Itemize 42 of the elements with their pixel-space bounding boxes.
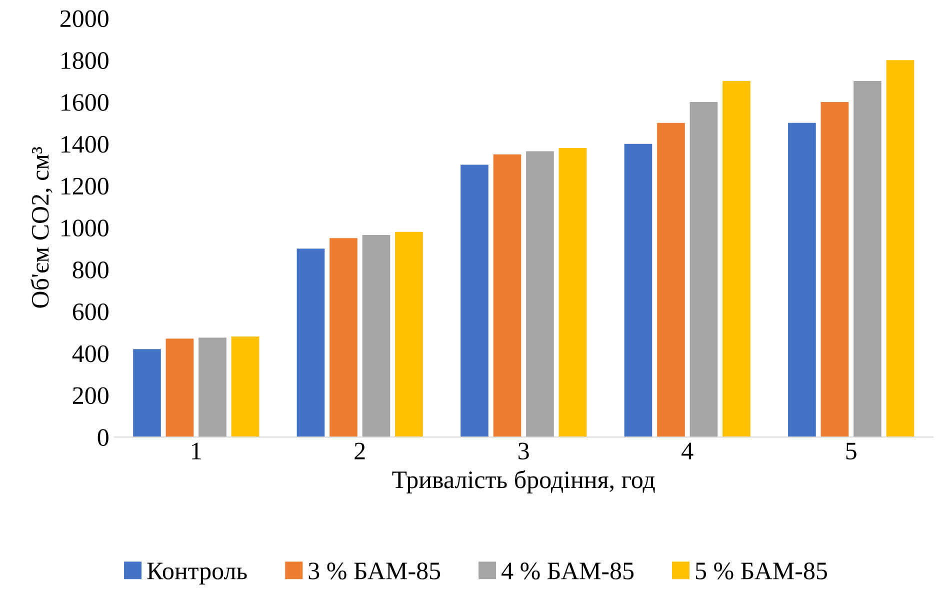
bar: [198, 338, 226, 438]
bar: [722, 81, 750, 438]
y-tick-label: 1000: [62, 220, 108, 237]
x-tick-label: 4: [682, 442, 694, 460]
bar: [330, 238, 358, 438]
legend-label: 5 % БАМ-85: [696, 562, 827, 580]
x-tick-label: 1: [192, 442, 201, 460]
bar: [166, 338, 194, 438]
y-tick-label: 1800: [62, 52, 108, 70]
bar: [624, 144, 652, 438]
legend-label: 3 % БАМ-85: [308, 562, 440, 580]
bar: [296, 248, 325, 438]
x-tick-label: 5: [846, 442, 856, 460]
bar: [690, 102, 718, 438]
y-tick-label: 800: [72, 262, 108, 278]
y-tick-label: 0: [98, 429, 108, 446]
bar: [558, 148, 587, 438]
legend-label: Контроль: [147, 562, 247, 584]
bar: [788, 122, 816, 438]
bar: [362, 234, 390, 438]
y-tick-label: 2000: [60, 10, 108, 28]
x-tick-label: 2: [354, 442, 365, 460]
bar: [854, 81, 882, 438]
x-axis-title: Тривалість бродіння, год: [392, 470, 655, 494]
bar: [133, 349, 161, 438]
y-tick-label: 1600: [62, 94, 108, 111]
bar: [657, 122, 685, 438]
x-tick-label: 3: [518, 442, 529, 460]
y-axis-title: Об'єм СО2, см³: [30, 146, 52, 308]
bar: [231, 336, 260, 438]
bar: [493, 154, 522, 438]
bar: [820, 102, 849, 438]
y-tick-label: 600: [72, 303, 108, 320]
y-tick-label: 400: [72, 345, 108, 362]
y-tick-label: 1200: [62, 178, 108, 195]
y-tick-label: 200: [72, 387, 108, 404]
bar: [395, 232, 423, 438]
bar: [460, 164, 488, 438]
bar: [886, 60, 914, 438]
y-tick-label: 1400: [62, 136, 108, 153]
bar: [526, 151, 554, 438]
legend-label: 4 % БАМ-85: [502, 562, 634, 580]
